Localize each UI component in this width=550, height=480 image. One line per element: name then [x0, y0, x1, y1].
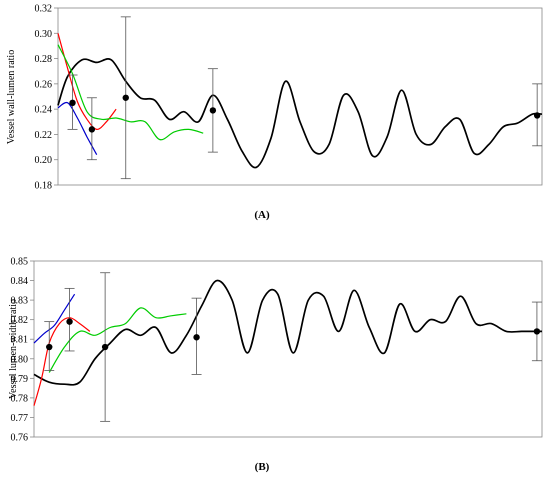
chart-a-series-line: [57, 101, 98, 155]
chart-a-y-tick-label: 0.30: [35, 29, 53, 40]
chart-b-series-line: [48, 307, 187, 373]
chart-b-data-point: [101, 343, 109, 351]
chart-a-y-tick-label: 0.32: [35, 4, 53, 15]
chart-a: 0.18 0.20 0.22 0.24 0.26 0.28 0.30 0.32 Vessel …: [6, 4, 543, 221]
chart-b-series-line: [33, 317, 91, 406]
chart-b-points: [44, 272, 542, 422]
chart-a-data-point: [69, 99, 76, 107]
chart-b-data-point: [193, 334, 200, 341]
chart-b-ylabel: Vessel lumen-width ratio: [8, 299, 19, 399]
chart-b-plot-frame: [33, 260, 543, 438]
chart-b-data-point: [46, 343, 53, 351]
chart-a-y-tick-label: 0.22: [35, 130, 53, 141]
chart-b-y-tick-label: 0.78: [11, 393, 29, 404]
chart-a-y-tick-label: 0.24: [35, 105, 53, 116]
chart-b-y-tick-label: 0.84: [11, 276, 29, 287]
chart-a-data-point: [88, 126, 96, 133]
chart-b-y-tick-label: 0.77: [11, 413, 29, 424]
chart-b: 0.76 0.77 0.78 0.79 0.80 0.81 0.82 0.83 0.84 0.85…: [8, 257, 543, 473]
chart-b-data-point: [66, 318, 73, 325]
chart-b-y-ticks: 0.76 0.77 0.78 0.79 0.80 0.81 0.82 0.83 0.84 0.85: [11, 257, 34, 444]
chart-a-data-point: [533, 112, 541, 119]
chart-b-y-tick-label: 0.79: [11, 374, 29, 385]
chart-b-panel-label: (B): [255, 461, 270, 473]
chart-a-y-tick-label: 0.20: [35, 155, 53, 166]
chart-b-y-tick-label: 0.85: [11, 257, 29, 268]
chart-a-y-ticks: 0.18 0.20 0.22 0.24 0.26 0.28 0.30 0.32: [35, 4, 58, 192]
chart-b-series-line: [33, 293, 76, 344]
chart-b-y-tick-label: 0.82: [11, 315, 29, 326]
chart-b-data-point: [533, 328, 541, 335]
chart-a-data-point: [209, 107, 217, 114]
chart-b-series: [33, 279, 542, 406]
chart-a-points: [67, 16, 543, 180]
chart-b-y-tick-label: 0.76: [11, 433, 29, 444]
chart-a-y-tick-label: 0.28: [35, 54, 53, 65]
chart-b-series-line: [33, 279, 542, 386]
chart-b-y-tick-label: 0.81: [11, 335, 29, 346]
chart-a-series-line: [57, 58, 543, 169]
chart-a-data-point: [122, 94, 129, 101]
chart-b-y-tick-label: 0.83: [11, 296, 29, 307]
chart-a-series-line: [57, 44, 204, 141]
chart-a-ylabel: Vessel wall-lumen ratio: [6, 50, 17, 144]
chart-b-y-tick-label: 0.80: [11, 354, 29, 365]
chart-a-series: [57, 33, 543, 169]
chart-a-plot-frame: [57, 7, 543, 186]
chart-a-panel-label: (A): [254, 209, 270, 221]
chart-a-y-tick-label: 0.26: [35, 79, 53, 90]
chart-a-y-tick-label: 0.18: [35, 181, 53, 192]
chart-a-series-line: [57, 33, 117, 131]
